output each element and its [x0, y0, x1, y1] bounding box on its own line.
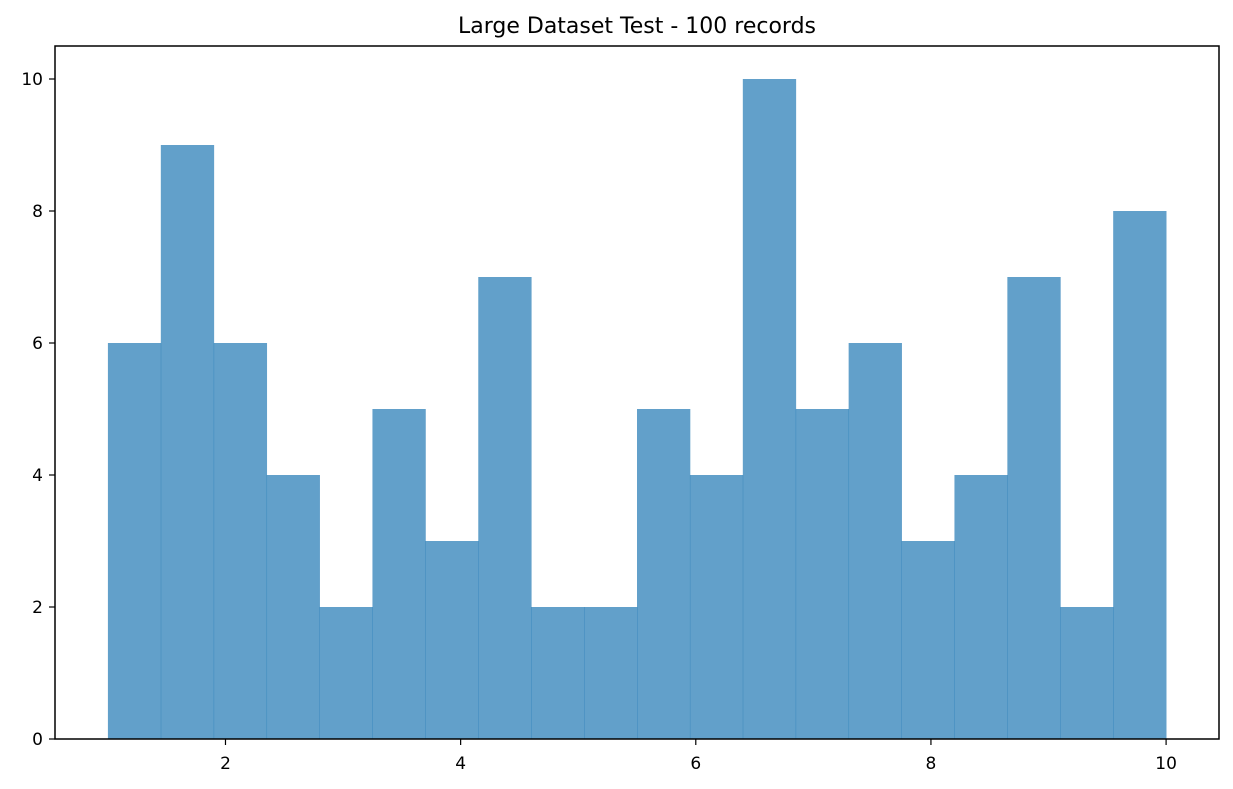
histogram-bar: [848, 343, 902, 739]
histogram-bar: [742, 79, 797, 739]
x-tick-label: 2: [220, 754, 231, 774]
histogram-bar: [319, 607, 373, 739]
y-tick-label: 0: [32, 730, 43, 750]
histogram-bar: [954, 475, 1008, 739]
x-tick-label: 4: [455, 754, 466, 774]
histogram-bar: [637, 409, 691, 739]
y-tick-label: 10: [21, 70, 43, 90]
x-tick-label: 6: [690, 754, 701, 774]
histogram-bar: [689, 475, 744, 739]
histogram-bar: [1113, 211, 1167, 739]
histogram-bar: [1060, 607, 1114, 739]
bars-group: [107, 79, 1167, 739]
y-tick-label: 6: [32, 334, 43, 354]
histogram-bar: [584, 607, 638, 739]
histogram-bar: [795, 409, 850, 739]
chart-title: Large Dataset Test - 100 records: [458, 14, 816, 39]
histogram-bar: [213, 343, 268, 739]
histogram-bar: [107, 343, 162, 739]
histogram-bar: [266, 475, 320, 739]
y-tick-label: 2: [32, 598, 43, 618]
x-tick-label: 8: [926, 754, 937, 774]
axes-frame: [54, 45, 1220, 740]
histogram-bar: [478, 277, 532, 739]
histogram-bar: [531, 607, 585, 739]
histogram-bar: [372, 409, 426, 739]
y-tick-label: 8: [32, 202, 43, 222]
y-axis: 0 2 4 6 8 10: [21, 70, 55, 750]
x-tick-label: 10: [1155, 754, 1177, 774]
histogram-bar: [1007, 277, 1061, 739]
histogram-bar: [425, 541, 479, 739]
histogram-bar: [160, 145, 215, 739]
histogram-bar: [901, 541, 955, 739]
y-tick-label: 4: [32, 466, 43, 486]
x-axis: 2 4 6 8 10: [220, 739, 1177, 774]
